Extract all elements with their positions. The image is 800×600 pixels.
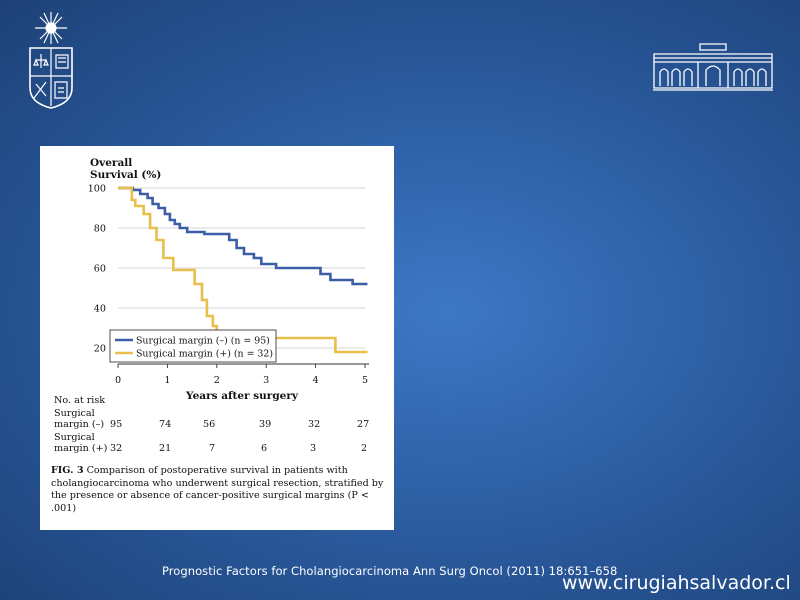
y-tick-label: 20 (94, 344, 106, 355)
figure-caption-label: FIG. 3 (51, 465, 84, 476)
risk-row1-label-line1: Surgical (54, 408, 95, 419)
x-tick-label: 2 (214, 375, 220, 386)
risk-row1-value: 74 (159, 419, 172, 430)
y-tick-label: 40 (94, 304, 106, 315)
chart-legend: Surgical margin (–) (n = 95) Surgical ma… (109, 329, 277, 363)
risk-row1-value: 39 (259, 419, 272, 430)
risk-row1-value: 27 (357, 419, 370, 430)
x-tick-label: 3 (263, 375, 269, 386)
legend-label-positive: Surgical margin (+) (n = 32) (136, 349, 273, 360)
y-tick-label: 100 (88, 184, 106, 195)
figure-panel: Overall Survival (%) 100 80 60 40 20 0 1 2 3 4 5 S… (40, 146, 394, 530)
risk-row2-label-line2: margin (+) (54, 443, 108, 454)
risk-row1-value: 32 (308, 419, 321, 430)
hospital-building-logo (653, 43, 773, 91)
y-axis-label-line1: Overall (90, 157, 132, 169)
risk-row2-value: 6 (261, 443, 268, 454)
y-axis-label-line2: Survival (%) (90, 169, 161, 181)
risk-row2-value: 7 (209, 443, 216, 454)
x-axis-label: Years after surgery (185, 390, 299, 402)
y-tick-label: 60 (94, 264, 106, 275)
risk-row1-label-line2: margin (–) (54, 419, 105, 430)
risk-row2-value: 32 (110, 443, 123, 454)
website-url: www.cirugiahsalvador.cl (562, 572, 791, 594)
y-tick-label: 80 (94, 224, 106, 235)
legend-label-negative: Surgical margin (–) (n = 95) (136, 336, 270, 347)
risk-row1-value: 95 (110, 419, 123, 430)
citation-text: Prognostic Factors for Cholangiocarcinom… (162, 564, 618, 578)
risk-row2-value: 3 (310, 443, 317, 454)
risk-row1-value: 56 (203, 419, 216, 430)
survival-curve-negative-margin (118, 186, 368, 286)
risk-row2-label-line1: Surgical (54, 432, 95, 443)
risk-row2-value: 2 (361, 443, 368, 454)
x-tick-label: 1 (164, 375, 170, 386)
university-crest-logo (29, 12, 73, 109)
x-tick-label: 5 (362, 375, 368, 386)
figure-caption: FIG. 3 Comparison of postoperative survi… (51, 465, 385, 516)
survival-curve-positive-margin (118, 186, 368, 354)
risk-row2-value: 21 (159, 443, 172, 454)
risk-table-header: No. at risk (54, 395, 106, 406)
x-tick-label: 4 (313, 375, 319, 386)
survival-chart: Overall Survival (%) 100 80 60 40 20 0 1 2 3 4 5 S… (88, 157, 369, 402)
x-tick-label: 0 (115, 375, 121, 386)
figure-caption-text: Comparison of postoperative survival in … (51, 465, 384, 515)
